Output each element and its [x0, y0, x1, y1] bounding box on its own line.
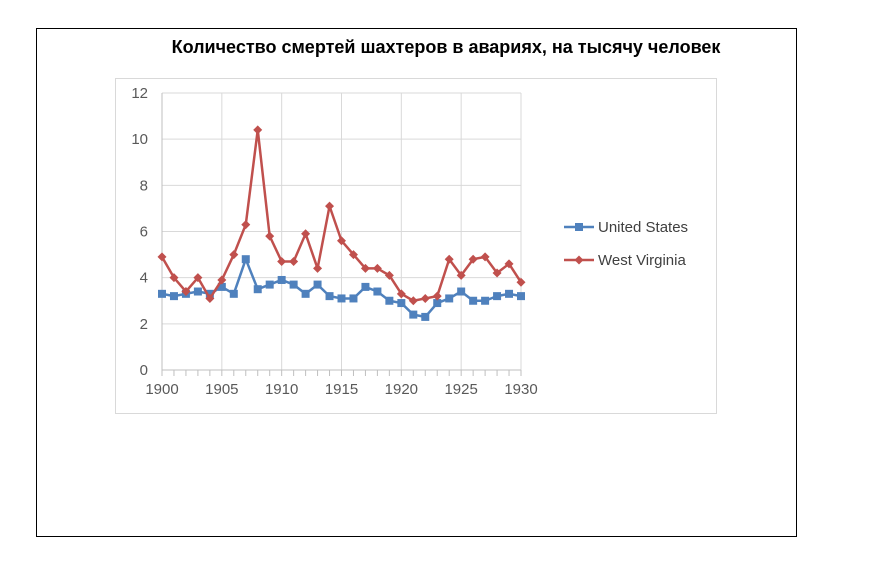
chart-area: 0 2 4 6 8 10 12 1900 1905 1910 1915 1920 1925 1930 Uni… — [115, 78, 717, 414]
data-point-us — [397, 299, 406, 308]
x-tick-label: 1930 — [504, 381, 537, 398]
data-point-us — [169, 292, 178, 301]
data-point-wv — [205, 293, 215, 303]
data-point-us — [373, 287, 382, 296]
data-point-wv — [337, 236, 346, 246]
data-point-wv — [313, 263, 323, 273]
data-point-wv — [384, 270, 394, 280]
data-point-us — [457, 287, 466, 296]
data-point-us — [385, 296, 394, 305]
line-chart: 0 2 4 6 8 10 12 1900 1905 1910 1915 1920 1925 1930 Uni… — [131, 85, 688, 398]
data-point-wv — [325, 201, 335, 211]
data-point-wv — [301, 229, 311, 239]
data-point-us — [301, 289, 310, 298]
data-point-us — [421, 312, 430, 321]
y-tick-label: 10 — [131, 131, 148, 148]
data-point-wv — [289, 257, 299, 267]
legend-label: United States — [598, 219, 688, 236]
x-tick-label: 1915 — [325, 381, 358, 398]
y-tick-label: 0 — [140, 362, 148, 379]
data-point-wv — [492, 268, 502, 278]
data-point-wv — [468, 254, 478, 264]
data-point-us — [325, 292, 334, 301]
data-point-us — [265, 280, 274, 289]
data-point-wv — [360, 263, 370, 273]
data-point-us — [469, 296, 478, 305]
x-tick-label: 1900 — [145, 381, 178, 398]
data-point-wv — [372, 263, 382, 273]
x-tick-label: 1925 — [444, 381, 477, 398]
data-point-us — [253, 285, 262, 294]
data-point-wv — [456, 270, 466, 280]
data-point-us — [313, 280, 322, 289]
data-point-us — [158, 289, 166, 298]
data-point-us — [505, 289, 514, 298]
data-point-wv — [169, 273, 179, 283]
data-point-us — [517, 292, 525, 301]
data-point-wv — [396, 289, 406, 299]
data-point-us — [349, 294, 358, 303]
data-point-us — [433, 299, 442, 308]
data-point-us — [289, 280, 298, 289]
data-point-wv — [480, 252, 490, 262]
y-tick-label: 4 — [140, 270, 148, 287]
figure-frame — [36, 28, 797, 537]
data-point-us — [229, 289, 238, 298]
data-point-wv — [444, 254, 454, 264]
data-point-wv — [253, 125, 263, 135]
data-point-wv — [516, 277, 526, 287]
data-point-wv — [217, 275, 227, 285]
data-point-wv — [265, 231, 275, 241]
chart-title: Количество смертей шахтеров в авариях, н… — [171, 37, 721, 57]
data-point-us — [481, 296, 490, 305]
data-point-wv — [408, 296, 418, 306]
data-point-wv — [157, 252, 167, 262]
data-point-wv — [420, 293, 430, 303]
y-tick-label: 12 — [131, 85, 148, 102]
data-point-wv — [504, 259, 514, 269]
data-point-us — [193, 287, 202, 296]
data-point-us — [205, 289, 214, 298]
data-point-us — [361, 282, 370, 291]
y-tick-label: 2 — [140, 316, 148, 333]
legend-marker — [574, 255, 584, 265]
y-tick-label: 6 — [140, 224, 148, 241]
x-tick-label: 1910 — [265, 381, 298, 398]
x-tick-label: 1920 — [385, 381, 418, 398]
data-point-wv — [241, 220, 251, 230]
data-point-us — [337, 294, 346, 303]
data-point-wv — [193, 273, 203, 283]
data-point-us — [409, 310, 418, 319]
data-point-us — [493, 292, 502, 301]
data-point-wv — [432, 291, 442, 301]
data-point-wv — [348, 250, 358, 260]
legend-marker — [575, 223, 583, 231]
data-point-us — [277, 275, 286, 284]
data-point-us — [241, 255, 250, 264]
x-tick-label: 1905 — [205, 381, 238, 398]
legend-label: West Virginia — [598, 252, 686, 269]
data-point-wv — [229, 250, 239, 260]
data-point-us — [445, 294, 454, 303]
data-point-wv — [277, 257, 287, 267]
data-point-us — [217, 282, 226, 291]
data-point-wv — [181, 287, 191, 297]
y-tick-label: 8 — [140, 177, 148, 194]
